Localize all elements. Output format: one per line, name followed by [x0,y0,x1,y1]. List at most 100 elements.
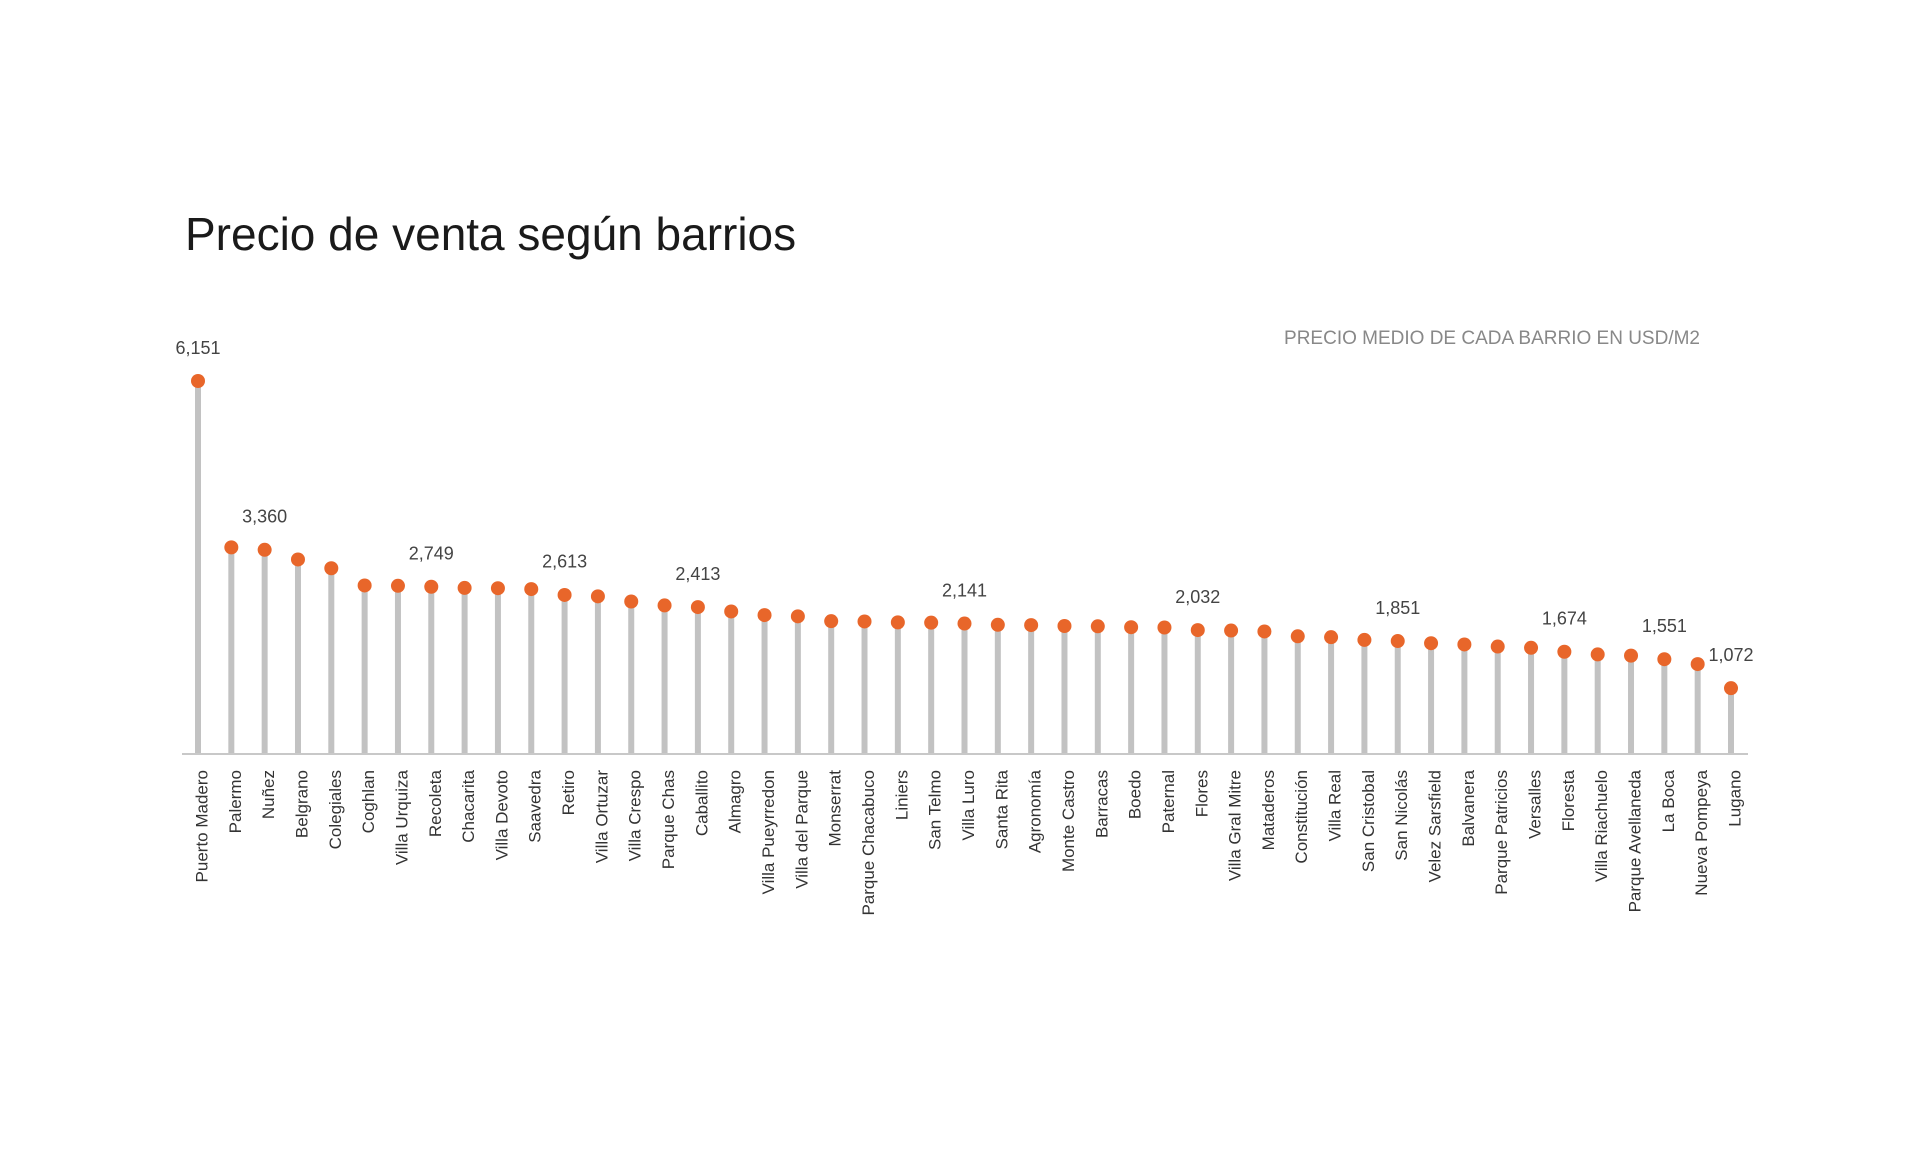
x-tick-label: Almagro [726,770,745,833]
x-tick-label: Parque Chacabuco [859,770,878,916]
x-tick-label: Santa Rita [992,769,1011,849]
dot [657,598,672,613]
dot [1490,639,1505,654]
dot [1657,652,1672,667]
x-tick-label: Flores [1192,770,1211,817]
dot [457,580,472,595]
value-label: 1,851 [1375,598,1420,618]
dot [1690,657,1705,672]
dot [790,609,805,624]
dot [357,578,372,593]
x-tick-label: Villa Crespo [626,770,645,861]
x-tick-label: Palermo [226,770,245,833]
x-tick-label: Villa Riachuelo [1592,770,1611,882]
x-tick-label: Villa Real [1326,770,1345,842]
x-tick-label: Nueva Pompeya [1692,769,1711,895]
dot [1290,629,1305,644]
dot [424,579,439,594]
x-tick-label: Constitución [1292,770,1311,864]
value-label: 2,749 [409,543,454,563]
x-tick-label: Colegiales [326,770,345,849]
dot [990,617,1005,632]
dot [1257,624,1272,639]
dot [1057,618,1072,633]
x-tick-label: Parque Avellaneda [1626,769,1645,912]
value-label: 1,674 [1542,609,1587,629]
dot [757,608,772,623]
x-tick-label: Belgrano [292,770,311,838]
dot [224,540,239,555]
x-tick-label: Saavedra [526,769,545,842]
dot [1190,623,1205,638]
x-tick-label: San Telmo [926,770,945,850]
dot [290,552,305,567]
value-label: 2,032 [1175,587,1220,607]
dot [1724,681,1738,696]
value-label: 6,151 [175,338,220,358]
x-tick-label: San Nicolás [1392,770,1411,861]
dot [1590,647,1605,662]
x-tick-label: Paternal [1159,770,1178,833]
value-label: 3,360 [242,507,287,527]
dot [1357,632,1372,647]
value-label: 1,072 [1708,645,1753,665]
x-tick-label: Villa Luro [959,770,978,841]
dot [957,616,972,631]
value-label: 2,613 [542,552,587,572]
dot [1624,648,1639,663]
x-tick-label: Retiro [559,770,578,815]
x-tick-label: Villa Urquiza [392,769,411,865]
dot [1224,623,1239,638]
dot [1524,640,1539,655]
dot [924,615,939,630]
dot [857,614,872,629]
dot [624,594,639,609]
dot [390,578,405,593]
x-tick-label: Mataderos [1259,770,1278,850]
value-label: 2,141 [942,580,987,600]
x-tick-label: Villa Ortuzar [592,770,611,864]
x-tick-label: Floresta [1559,769,1578,831]
dot [1024,618,1039,633]
x-tick-label: Monserrat [826,770,845,847]
dot [257,542,272,557]
x-tick-label: La Boca [1659,769,1678,832]
value-label: 2,413 [675,564,720,584]
dot [191,374,205,388]
x-tick-label: Villa Gral Mitre [1226,770,1245,881]
x-tick-label: Villa Devoto [492,770,511,860]
x-tick-label: Agronomía [1026,769,1045,853]
dot [824,614,839,629]
x-tick-label: Coghlan [359,770,378,833]
x-tick-label: Nuñez [259,770,278,819]
dot [724,604,739,619]
dot [1090,619,1105,634]
x-tick-label: Villa del Parque [792,770,811,889]
x-tick-label: Caballito [692,770,711,836]
x-tick-label: Chacarita [459,769,478,842]
dot [1390,634,1405,649]
dot [690,600,705,615]
x-tick-label: Villa Pueyrredon [759,770,778,894]
dot [590,589,605,604]
chart-subtitle: PRECIO MEDIO DE CADA BARRIO EN USD/M2 [1284,328,1700,349]
dot [324,561,339,576]
dot [1457,637,1472,652]
x-tick-label: Recoleta [426,769,445,837]
x-tick-label: Balvanera [1459,769,1478,846]
dot [1557,644,1572,659]
dot [557,587,572,602]
x-tick-label: Liniers [892,770,911,820]
x-tick-label: Velez Sarsfield [1426,770,1445,882]
x-tick-label: Puerto Madero [192,770,211,882]
dot [490,581,505,596]
dot [1324,630,1339,645]
value-label: 1,551 [1642,616,1687,636]
chart-title: Precio de venta según barrios [185,208,796,260]
dot [1124,620,1139,635]
x-tick-label: Barracas [1092,770,1111,838]
dot [524,582,539,597]
dot [1424,636,1439,651]
x-tick-label: Monte Castro [1059,770,1078,872]
x-tick-label: Versalles [1526,770,1545,839]
